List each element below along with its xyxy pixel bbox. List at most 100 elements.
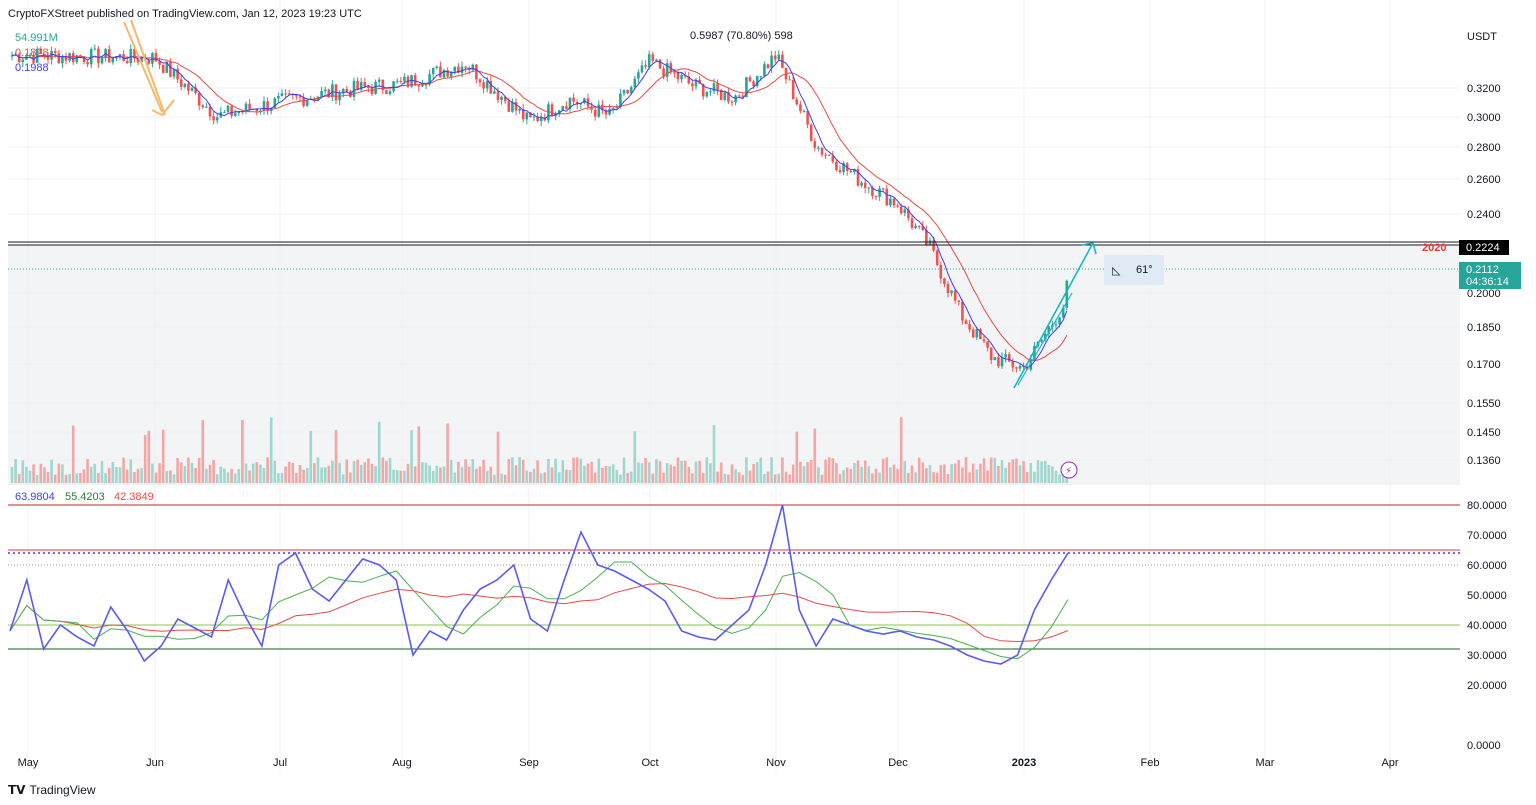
candle-body [921,226,925,231]
volume-bar [298,465,302,483]
candle-body [277,95,280,99]
candle-body [838,169,842,173]
candle-body [878,188,881,197]
price-tick-label: 0.2400 [1467,209,1501,221]
volume-bar [781,457,784,483]
candle-body [763,64,766,77]
candle-body [532,116,536,118]
candle-body [824,154,827,156]
volume-bar [435,465,439,483]
volume-bar [97,473,100,483]
candle-body [766,64,770,69]
volume-bar [964,457,968,483]
volume-bar [212,459,215,483]
candle-body [1018,365,1022,369]
price-tick-label: 0.1850 [1467,322,1501,334]
candle-body [1040,339,1043,342]
volume-bar [953,463,957,483]
volume-bar [795,431,799,483]
volume-bar [79,472,82,483]
volume-bar [705,457,709,483]
candle-body [53,50,57,54]
candle-body [1065,280,1069,308]
candle-body [604,110,608,115]
volume-bar [1051,466,1054,483]
time-axis[interactable]: May Jun Jul Aug Sep Oct Nov Dec 2023 Feb Mar Apr [18,757,1399,769]
volume-bar [824,459,827,483]
candle-body [35,48,39,63]
volume-bar [770,457,773,483]
volume-bar [874,468,878,483]
candle-body [871,187,874,197]
candle-body [39,48,43,54]
price-axis[interactable]: 0.3200 0.3000 0.2800 0.2600 0.2400 0.2000 0.18… [1467,83,1501,467]
candle-body [727,91,730,102]
volume-bar [799,461,802,483]
candle-body [982,339,986,342]
candle-body [557,110,561,115]
volume-bar [914,472,917,483]
volume-bar [1047,464,1051,483]
trend-arrow-annotation [1013,242,1097,389]
candle-body [187,83,190,91]
rsi-pane[interactable]: 80.0000 70.0000 60.0000 50.0000 40.0000 30.00… [8,500,1507,752]
volume-bar [89,466,93,483]
level-price: 0.2224 [1466,242,1500,254]
volume-bar [950,464,953,483]
candle-body [579,103,583,105]
volume-bar [658,461,662,483]
volume-bar [449,460,453,483]
volume-bar [971,463,975,483]
candle-body [867,187,871,189]
candle-body [615,107,619,109]
candle-body [511,102,514,112]
candle-body [644,65,647,67]
candle-body [388,91,392,95]
volume-bar [482,459,485,483]
volume-bar [662,472,665,483]
measure-label-box [683,24,803,44]
rsi-axis[interactable]: 80.0000 70.0000 60.0000 50.0000 40.0000 30.00… [1467,500,1507,752]
volume-bar [35,474,39,483]
volume-bar [183,465,187,483]
volume-bar [593,472,597,483]
volume-bar [622,457,626,483]
candle-body [741,95,745,98]
candle-body [835,161,838,170]
time-tick-label: 2023 [1012,757,1036,769]
candle-body [86,62,89,65]
volume-bar [809,459,813,483]
candle-body [1015,367,1018,369]
volume-bar [53,474,57,483]
candle-body [147,60,151,64]
candle-body [712,83,716,92]
price-tick-label: 0.2000 [1467,288,1501,300]
volume-bar [975,469,979,483]
volume-bar [457,461,460,483]
candle-body [424,84,428,86]
candle-body [547,104,550,121]
price-pane[interactable]: ◺ 61° 0.5987 (70.80%) 598 ⚡ 0.3200 0.3000… [8,0,1521,770]
volume-bar [737,472,741,483]
volume-bar [554,458,557,483]
candle-body [673,72,676,74]
price-tick-label: 0.1700 [1467,359,1501,371]
candle-body [694,79,698,87]
candle-body [50,50,53,60]
rsi-tick-label: 70.0000 [1467,530,1507,542]
candle-body [734,95,737,103]
volume-bar [392,469,395,483]
candle-body [968,324,971,330]
flash-icon[interactable] [1060,461,1078,479]
volume-bar [647,462,651,483]
volume-bar [14,459,17,483]
volume-bar [806,462,809,483]
brand-footer[interactable]: 𝗧𝗩 TradingView [8,783,96,797]
candle-body [777,54,781,60]
candle-body [655,59,658,61]
time-tick-label: Feb [1141,757,1160,769]
candle-body [17,54,21,63]
measure-label: 0.5987 (70.80%) 598 [690,30,793,42]
volume-bar [788,474,791,483]
